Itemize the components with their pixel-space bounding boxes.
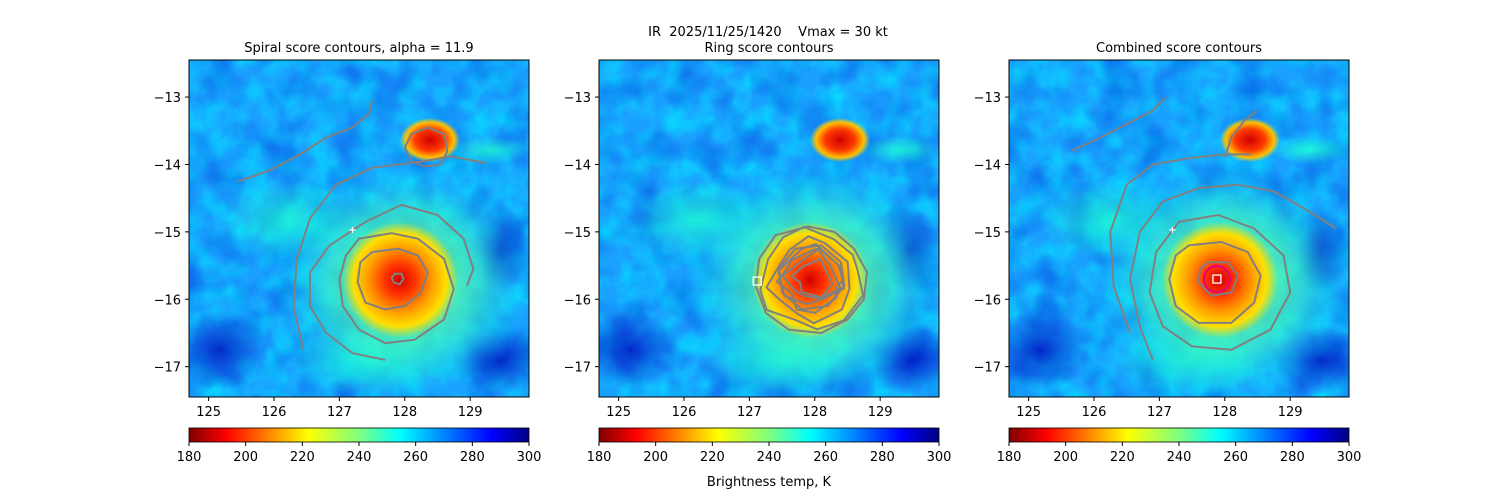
score-contour xyxy=(356,247,429,311)
x-tick-label: 128 xyxy=(392,405,417,420)
colorbar-tick-label: 240 xyxy=(757,450,782,465)
score-contour xyxy=(1148,214,1292,351)
y-tick-label: −17 xyxy=(974,361,1001,376)
first-guess-marker xyxy=(349,226,356,233)
y-tick-label: −13 xyxy=(564,91,591,106)
y-tick-label: −15 xyxy=(154,226,181,241)
x-tick-label: 126 xyxy=(672,405,697,420)
x-tick-label: 129 xyxy=(1278,405,1303,420)
score-contour xyxy=(754,225,869,334)
colorbar-tick-label: 200 xyxy=(1053,450,1078,465)
colorbar-tick-label: 260 xyxy=(1223,450,1248,465)
score-contour xyxy=(1129,183,1337,361)
x-tick-label: 125 xyxy=(1016,405,1041,420)
y-tick-label: −14 xyxy=(154,158,181,173)
x-tick-label: 128 xyxy=(802,405,827,420)
colorbar-tick-label: 300 xyxy=(1337,450,1362,465)
panel-combined: Combined score contours 125 126 127 128 129 … xyxy=(974,41,1362,465)
colorbar-tick-label: 240 xyxy=(1167,450,1192,465)
colorbar-tick-label: 220 xyxy=(290,450,315,465)
colorbar-tick-label: 180 xyxy=(587,450,612,465)
ir-image xyxy=(189,60,529,397)
x-tick-label: 125 xyxy=(196,405,221,420)
panel-title: Ring score contours xyxy=(704,41,833,56)
x-tick-label: 127 xyxy=(737,405,762,420)
y-tick-label: −15 xyxy=(974,226,1001,241)
score-contour xyxy=(237,100,374,183)
score-contour xyxy=(1197,261,1239,297)
x-tick-label: 126 xyxy=(262,405,287,420)
colorbar-tick-label: 280 xyxy=(460,450,485,465)
x-tick-label: 129 xyxy=(868,405,893,420)
colorbar-tick-label: 240 xyxy=(347,450,372,465)
score-contour xyxy=(781,248,842,300)
score-contour xyxy=(338,232,455,345)
y-tick-label: −13 xyxy=(154,91,181,106)
score-contour xyxy=(765,235,851,325)
axes-frame xyxy=(188,59,530,398)
colorbar-tick-label: 200 xyxy=(233,450,258,465)
colorbar-tick-label: 280 xyxy=(1280,450,1305,465)
y-tick-label: −14 xyxy=(564,158,591,173)
panel-title: Combined score contours xyxy=(1096,41,1262,56)
score-contour xyxy=(1109,153,1251,334)
colorbar-tick-label: 260 xyxy=(403,450,428,465)
colorbar-tick-label: 280 xyxy=(870,450,895,465)
score-contour xyxy=(777,242,845,306)
colorbar-label: Brightness temp, K xyxy=(707,475,832,490)
score-contour xyxy=(292,155,487,351)
panel-ring: Ring score contours 125 126 127 128 129 −13 −… xyxy=(564,41,952,490)
x-tick-label: 129 xyxy=(458,405,483,420)
ir-image xyxy=(599,60,939,397)
y-tick-label: −16 xyxy=(564,293,591,308)
colorbar-tick-label: 180 xyxy=(177,450,202,465)
y-tick-label: −14 xyxy=(974,158,1001,173)
center-marker xyxy=(752,276,762,286)
y-tick-label: −16 xyxy=(974,293,1001,308)
colorbar-tick-label: 300 xyxy=(927,450,952,465)
colorbar-tick-label: 200 xyxy=(643,450,668,465)
y-tick-label: −17 xyxy=(564,361,591,376)
x-tick-label: 127 xyxy=(327,405,352,420)
x-tick-label: 127 xyxy=(1147,405,1172,420)
colorbar xyxy=(188,427,530,443)
score-contour xyxy=(1223,109,1259,159)
score-contour xyxy=(403,126,449,168)
colorbar-tick-label: 220 xyxy=(1110,450,1135,465)
panel-title: Spiral score contours, alpha = 11.9 xyxy=(244,41,473,56)
panel-spiral: Spiral score contours, alpha = 11.9 125 1… xyxy=(154,41,542,465)
y-tick-label: −15 xyxy=(564,226,591,241)
colorbar-tick-label: 180 xyxy=(997,450,1022,465)
axes-frame xyxy=(598,59,940,398)
first-guess-marker xyxy=(1169,226,1176,233)
score-contour xyxy=(1168,241,1262,324)
score-contour xyxy=(309,203,475,361)
y-tick-label: −16 xyxy=(154,293,181,308)
y-tick-label: −17 xyxy=(154,361,181,376)
x-tick-label: 128 xyxy=(1212,405,1237,420)
x-tick-label: 126 xyxy=(1082,405,1107,420)
score-contour xyxy=(759,225,865,331)
colorbar xyxy=(598,427,940,443)
figure-suptitle: IR 2025/11/25/1420 Vmax = 30 kt xyxy=(648,25,888,40)
colorbar xyxy=(1008,427,1350,443)
axes-frame xyxy=(1008,59,1350,398)
center-marker xyxy=(1212,274,1222,284)
colorbar-tick-label: 220 xyxy=(700,450,725,465)
ir-image xyxy=(1009,60,1349,397)
colorbar-tick-label: 260 xyxy=(813,450,838,465)
score-contour xyxy=(1070,96,1167,152)
x-tick-label: 125 xyxy=(606,405,631,420)
score-contour xyxy=(390,272,405,286)
y-tick-label: −13 xyxy=(974,91,1001,106)
best-ring xyxy=(1202,264,1232,294)
colorbar-tick-label: 300 xyxy=(517,450,542,465)
